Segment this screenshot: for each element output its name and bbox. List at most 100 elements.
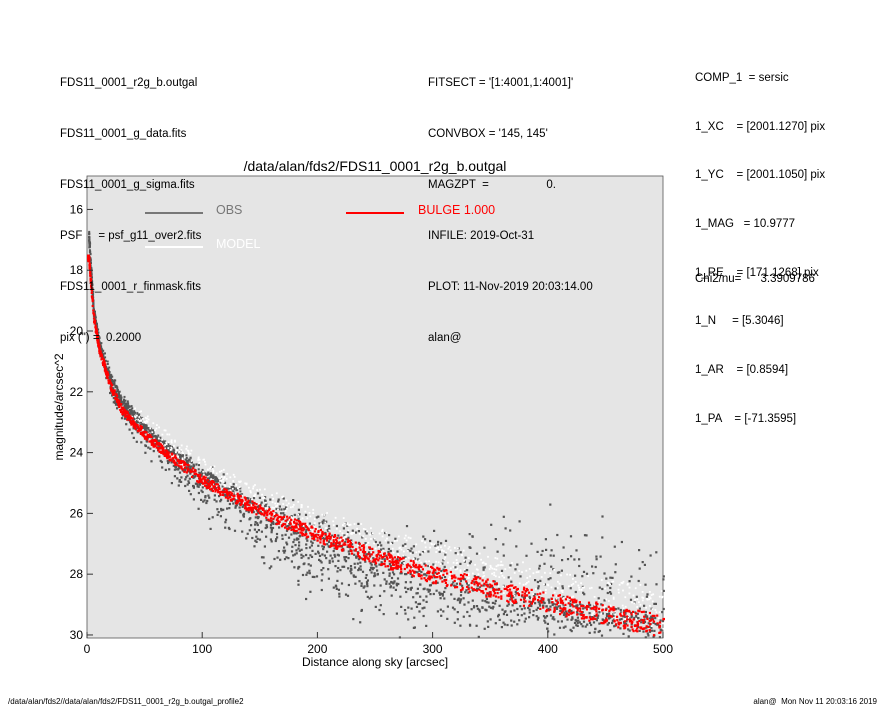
model-point [501, 574, 504, 577]
bulge-point [314, 533, 317, 537]
obs-point [171, 445, 174, 448]
obs-point [140, 441, 143, 444]
bulge-point [607, 615, 610, 618]
obs-point [528, 611, 531, 614]
obs-point [227, 487, 230, 490]
bulge-point [115, 394, 119, 397]
model-point [580, 582, 582, 585]
obs-point [337, 588, 340, 591]
bulge-point [216, 489, 219, 492]
obs-point [283, 558, 287, 561]
model-point [493, 571, 496, 574]
obs-point [655, 583, 658, 586]
bulge-point [96, 341, 100, 344]
obs-point [405, 573, 408, 576]
bulge-point [588, 616, 591, 619]
bulge-point [128, 419, 132, 422]
obs-point [426, 588, 429, 591]
obs-point [269, 498, 272, 501]
obs-point [416, 571, 419, 574]
model-point [181, 457, 184, 460]
model-point [612, 598, 615, 600]
obs-point [100, 351, 103, 354]
model-point [462, 549, 465, 552]
bulge-point [295, 526, 298, 529]
model-point [518, 570, 520, 572]
bulge-point [523, 592, 526, 595]
obs-point [562, 626, 565, 629]
bulge-point [367, 552, 370, 556]
bulge-point [559, 599, 562, 602]
model-point [172, 454, 175, 457]
bulge-point [388, 556, 391, 559]
obs-point [425, 574, 428, 577]
obs-point [107, 370, 110, 372]
bulge-point [459, 589, 463, 592]
obs-point [188, 489, 191, 492]
bulge-point [571, 600, 575, 604]
bulge-point [196, 473, 199, 477]
obs-point [201, 468, 204, 471]
bulge-point [573, 598, 576, 601]
bulge-point [94, 326, 97, 329]
bulge-point [290, 518, 293, 522]
bulge-point [204, 482, 207, 485]
model-point [535, 571, 538, 574]
x-tick-label: 100 [192, 642, 212, 656]
bulge-point [272, 510, 275, 513]
bulge-point [479, 577, 482, 580]
obs-point [270, 531, 273, 534]
obs-point [496, 550, 499, 553]
model-point [134, 415, 137, 418]
obs-point [184, 458, 187, 461]
bulge-point [391, 568, 394, 571]
obs-point [311, 575, 314, 578]
obs-point [530, 604, 533, 608]
model-point [511, 562, 513, 564]
obs-point [526, 593, 529, 596]
model-point [624, 618, 627, 621]
bulge-point [272, 517, 275, 520]
obs-point [137, 414, 140, 417]
bulge-point [379, 554, 382, 557]
bulge-point [275, 513, 278, 516]
model-point [166, 433, 169, 436]
bulge-point [100, 358, 103, 361]
obs-point [527, 606, 530, 609]
obs-point [220, 498, 223, 501]
bulge-point [528, 604, 531, 607]
obs-point [271, 526, 275, 530]
model-point [480, 558, 482, 561]
obs-point [434, 571, 437, 574]
bulge-point [228, 496, 231, 499]
model-point [655, 611, 658, 614]
obs-point [343, 556, 346, 559]
obs-point [502, 621, 505, 624]
model-point [560, 574, 562, 577]
bulge-point [579, 607, 582, 610]
bulge-point [525, 587, 528, 591]
obs-point [140, 423, 143, 426]
bulge-point [325, 537, 328, 540]
obs-point [394, 537, 397, 540]
obs-point [173, 449, 176, 452]
obs-point [396, 577, 400, 580]
model-point [231, 487, 234, 490]
obs-point [97, 328, 100, 331]
obs-point [178, 479, 181, 482]
obs-point [544, 538, 547, 541]
obs-point [165, 445, 168, 448]
model-point [285, 499, 288, 502]
obs-point [189, 472, 192, 475]
obs-point [611, 621, 614, 625]
obs-point [208, 517, 211, 520]
model-point [346, 533, 349, 535]
obs-point [265, 519, 268, 522]
obs-point [258, 538, 262, 541]
model-point [344, 522, 346, 525]
model-point [406, 549, 409, 552]
obs-point [550, 549, 553, 552]
bulge-point [636, 624, 639, 627]
model-point [216, 485, 219, 487]
bulge-point [416, 566, 419, 569]
